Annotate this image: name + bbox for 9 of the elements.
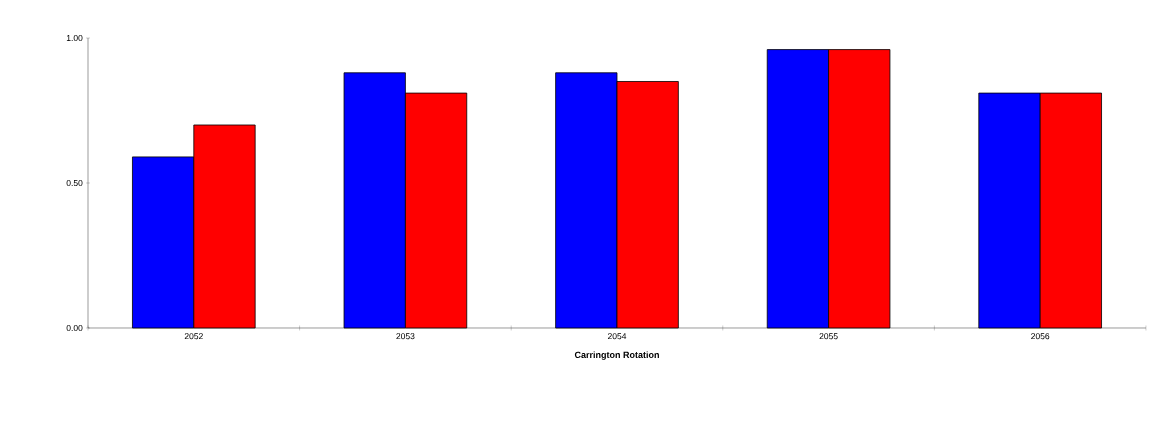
x-tick-label: 2052 <box>184 333 203 340</box>
x-axis-title: Carrington Rotation <box>574 351 659 360</box>
y-tick-label: 0.00 <box>66 324 83 331</box>
x-tick-label: 2056 <box>1031 333 1050 340</box>
y-tick-label: 1.00 <box>66 34 83 41</box>
x-tick-label: 2053 <box>396 333 415 340</box>
x-tick-label: 2055 <box>819 333 838 340</box>
x-tick-label: 2054 <box>607 333 627 340</box>
y-tick-label: 0.50 <box>66 179 83 186</box>
